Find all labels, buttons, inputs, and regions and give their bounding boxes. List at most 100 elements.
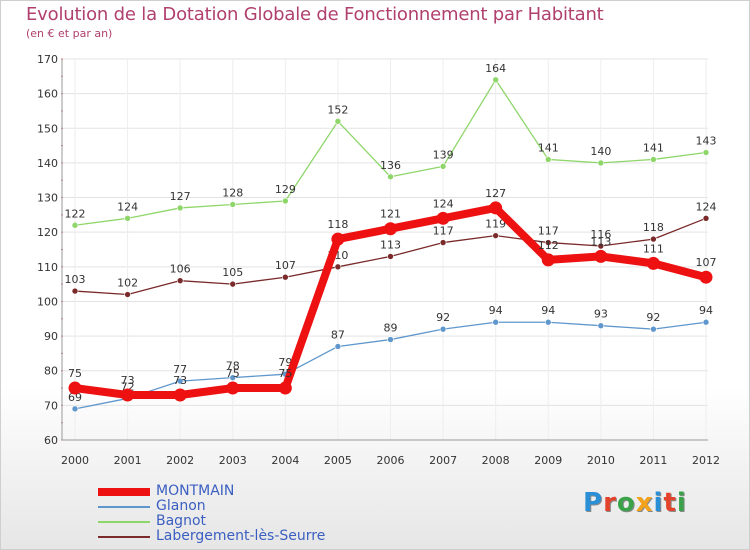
data-label: 164 — [485, 62, 506, 75]
data-point — [436, 211, 450, 225]
data-label: 89 — [384, 322, 398, 335]
data-label: 124 — [117, 200, 138, 213]
data-point — [650, 235, 657, 243]
legend-label: Labergement-lès-Seurre — [156, 528, 326, 544]
data-label: 103 — [65, 273, 86, 286]
legend-label: Bagnot — [156, 513, 206, 529]
data-label: 102 — [117, 277, 138, 290]
data-label: 94 — [489, 304, 503, 317]
x-tick-label: 2010 — [587, 454, 615, 467]
legend-item-labergement: Labergement-lès-Seurre — [98, 528, 378, 544]
data-point — [544, 318, 552, 326]
data-point — [702, 318, 710, 326]
data-label: 87 — [331, 328, 345, 341]
logo-letter: o — [616, 488, 636, 518]
x-tick-label: 2001 — [114, 454, 142, 467]
data-point — [71, 287, 79, 295]
data-point — [544, 239, 552, 246]
x-tick-label: 2007 — [429, 454, 457, 467]
data-point — [544, 156, 552, 163]
data-point — [124, 291, 131, 298]
data-point — [68, 381, 82, 395]
y-tick-label: 160 — [37, 88, 58, 101]
logo-letter: i — [676, 488, 687, 518]
x-tick-label: 2002 — [166, 454, 194, 467]
data-point — [229, 201, 237, 208]
data-point — [331, 232, 345, 246]
data-label: 117 — [538, 225, 559, 238]
y-tick-label: 100 — [37, 295, 58, 308]
data-label: 129 — [275, 183, 296, 196]
data-label: 139 — [433, 148, 454, 161]
data-label: 106 — [170, 263, 191, 276]
logo-letter: r — [603, 488, 617, 518]
data-label: 117 — [433, 225, 454, 238]
data-point — [334, 343, 342, 350]
data-label: 152 — [327, 103, 348, 116]
legend-swatch-montmain — [98, 488, 150, 496]
data-label: 111 — [643, 242, 664, 255]
data-point — [387, 173, 394, 181]
y-tick-label: 60 — [44, 434, 58, 447]
data-label: 94 — [541, 304, 555, 317]
data-point — [387, 336, 394, 343]
legend-label: MONTMAIN — [156, 483, 235, 499]
data-point — [173, 388, 187, 402]
data-label: 113 — [590, 235, 611, 248]
data-label: 141 — [538, 141, 559, 154]
logo-letter: i — [653, 488, 664, 518]
data-label: 75 — [278, 367, 292, 380]
legend-item-glanon: Glanon — [98, 498, 378, 514]
data-point — [594, 249, 608, 263]
data-label: 122 — [65, 207, 86, 220]
data-label: 77 — [173, 363, 187, 376]
x-tick-label: 2006 — [377, 454, 405, 467]
data-label: 92 — [436, 311, 450, 324]
x-tick-label: 2012 — [692, 454, 720, 467]
data-point — [439, 239, 447, 246]
legend: MONTMAIN Glanon Bagnot Labergement-lès-S… — [98, 483, 378, 544]
data-label: 118 — [643, 221, 664, 234]
data-point — [387, 253, 394, 260]
data-point — [71, 221, 79, 229]
data-point — [334, 118, 342, 125]
legend-swatch-bagnot — [98, 521, 150, 523]
data-point — [226, 381, 240, 395]
data-point — [439, 325, 447, 333]
legend-item-bagnot: Bagnot — [98, 513, 378, 529]
data-point — [278, 381, 292, 395]
x-tick-label: 2009 — [534, 454, 562, 467]
data-point — [439, 163, 447, 170]
y-tick-label: 90 — [44, 330, 58, 343]
data-point — [650, 325, 657, 333]
data-point — [229, 280, 237, 288]
data-point — [176, 377, 184, 385]
data-label: 121 — [380, 208, 401, 221]
y-tick-label: 140 — [37, 157, 58, 170]
data-point — [176, 277, 184, 284]
data-label: 141 — [643, 141, 664, 154]
data-point — [384, 222, 397, 236]
data-point — [699, 270, 713, 284]
y-tick-label: 80 — [44, 365, 58, 378]
data-label: 78 — [226, 360, 240, 373]
data-point — [597, 159, 605, 167]
x-tick-label: 2011 — [639, 454, 667, 467]
data-label: 75 — [68, 367, 82, 380]
data-point — [492, 76, 499, 84]
data-point — [124, 215, 131, 222]
data-label: 73 — [173, 374, 187, 387]
x-tick-label: 2008 — [482, 454, 510, 467]
legend-swatch-glanon — [98, 506, 150, 508]
data-label: 128 — [222, 186, 243, 199]
data-label: 119 — [485, 218, 506, 231]
legend-item-montmain: MONTMAIN — [98, 483, 378, 499]
data-point — [541, 253, 555, 267]
data-point — [492, 232, 499, 239]
data-label: 93 — [594, 308, 608, 321]
data-label: 105 — [222, 266, 243, 279]
data-label: 143 — [696, 135, 717, 148]
data-label: 79 — [278, 356, 292, 369]
data-label: 73 — [121, 374, 135, 387]
